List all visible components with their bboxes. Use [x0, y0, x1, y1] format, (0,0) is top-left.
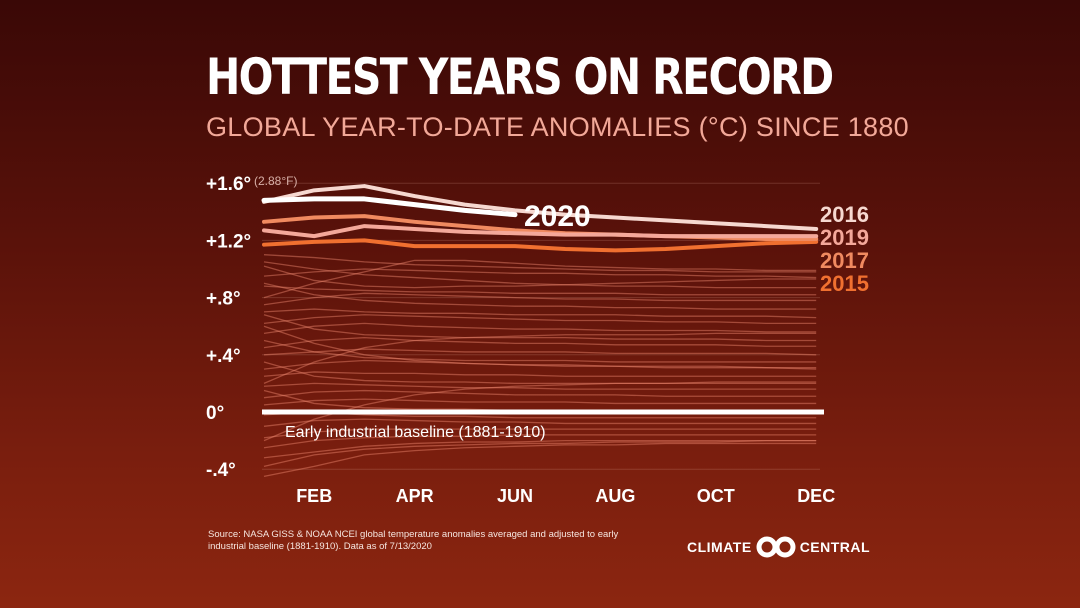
background-year-line: [263, 285, 817, 296]
background-year-line: [263, 371, 817, 377]
background-year-line: [263, 265, 817, 289]
background-year-line: [263, 442, 817, 477]
y-tick-label: +1.6°: [206, 174, 251, 195]
x-tick-label: FEB: [296, 486, 332, 506]
background-year-line: [263, 389, 817, 399]
background-year-line: [263, 418, 817, 427]
background-year-line: [263, 381, 817, 442]
background-year-line: [263, 314, 817, 342]
y-tick-label: -.4°: [206, 460, 236, 481]
background-year-line: [263, 332, 817, 384]
series-label-2016: 2016: [820, 202, 869, 227]
background-year-line: [263, 261, 817, 289]
background-year-line: [263, 308, 817, 319]
series-label-2015: 2015: [820, 271, 869, 296]
background-year-line: [263, 282, 817, 310]
y-tick-label: 0°: [206, 403, 224, 424]
logo-text-left: CLIMATE: [687, 539, 752, 555]
background-year-line: [263, 336, 817, 349]
y-tick-label: +1.2°: [206, 231, 251, 252]
background-year-line: [263, 434, 817, 449]
background-year-line: [263, 259, 817, 299]
background-year-line: [263, 268, 817, 279]
background-year-line: [263, 339, 817, 363]
background-year-line: [263, 382, 817, 390]
climate-central-logo: CLIMATE CENTRAL: [687, 536, 870, 558]
background-year-line: [263, 428, 817, 439]
background-year-line: [263, 254, 817, 273]
series-line-2019: [262, 224, 819, 239]
series-line-2020: [261, 196, 518, 218]
y-tick-label: +.4°: [206, 346, 241, 367]
y-top-annotation: (2.88°F): [254, 174, 297, 188]
series-label-2017: 2017: [820, 248, 869, 273]
source-note: Source: NASA GISS & NOAA NCEI global tem…: [208, 529, 619, 552]
background-year-line: [263, 325, 817, 370]
y-tick-label: +.8°: [206, 289, 241, 310]
x-tick-label: JUN: [497, 486, 533, 506]
x-tick-label: DEC: [797, 486, 835, 506]
background-year-line: [263, 314, 817, 324]
background-year-line: [263, 398, 817, 406]
logo-rings-icon: [756, 536, 796, 558]
background-year-line: [263, 359, 817, 370]
x-tick-label: OCT: [697, 486, 735, 506]
chart-title: HOTTEST YEARS ON RECORD: [206, 48, 834, 106]
logo-text-right: CENTRAL: [799, 539, 871, 555]
background-year-line: [263, 322, 817, 334]
x-tick-label: AUG: [595, 486, 635, 506]
x-tick-label: APR: [396, 486, 434, 506]
background-year-line: [263, 439, 817, 467]
baseline-label: Early industrial baseline (1881-1910): [285, 424, 546, 441]
series-line-2016: [262, 184, 819, 231]
background-year-line: [263, 361, 817, 385]
background-year-line: [263, 292, 817, 306]
background-year-line: [263, 389, 817, 412]
background-year-line: [263, 348, 817, 356]
chart-subtitle: GLOBAL YEAR-TO-DATE ANOMALIES (°C) SINCE…: [206, 112, 910, 142]
series-label-2020: 2020: [524, 200, 591, 233]
series-label-2019: 2019: [820, 225, 869, 250]
series-line-2015: [262, 238, 819, 253]
background-year-line: [263, 439, 817, 459]
